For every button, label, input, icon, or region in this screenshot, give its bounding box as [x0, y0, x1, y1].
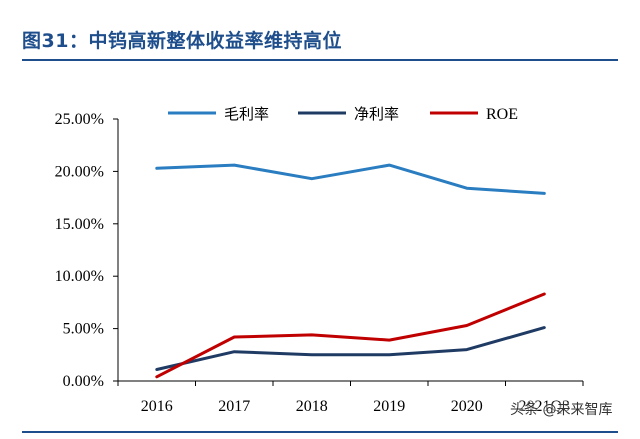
y-axis-ticks: 0.00% 5.00% 10.00% 15.00% 20.00% 25.00% [55, 111, 118, 390]
legend-label: 净利率 [354, 105, 399, 123]
x-tick-label: 2021Q3 [518, 398, 570, 415]
series-line [155, 292, 546, 379]
chart-axes [117, 119, 583, 382]
y-tick-label: 5.00% [63, 321, 104, 338]
y-tick-label: 25.00% [55, 111, 104, 128]
x-tick-label: 2020 [451, 398, 483, 415]
chart-legend: 毛利率 净利率 ROE [168, 105, 518, 123]
y-tick-label: 0.00% [63, 373, 104, 390]
title-rule [22, 59, 618, 61]
x-tick-label: 2017 [218, 398, 250, 415]
figure-title: 图31：中钨高新整体收益率维持高位 [22, 30, 342, 52]
x-axis-ticks: 2016 2017 2018 2019 2020 2021Q3 [117, 381, 584, 415]
legend-label: ROE [486, 106, 518, 123]
series-line [155, 326, 546, 371]
y-tick-label: 20.00% [55, 163, 104, 180]
bottom-rule [22, 431, 618, 433]
chart-series [155, 163, 546, 379]
x-tick-label: 2018 [296, 398, 328, 415]
series-line [155, 163, 546, 195]
legend-label: 毛利率 [224, 105, 269, 123]
x-tick-label: 2016 [141, 398, 173, 415]
watermark: 头条 @未来智库 [510, 402, 613, 418]
y-tick-label: 15.00% [55, 216, 104, 233]
x-tick-label: 2019 [373, 398, 405, 415]
y-tick-label: 10.00% [55, 268, 104, 285]
